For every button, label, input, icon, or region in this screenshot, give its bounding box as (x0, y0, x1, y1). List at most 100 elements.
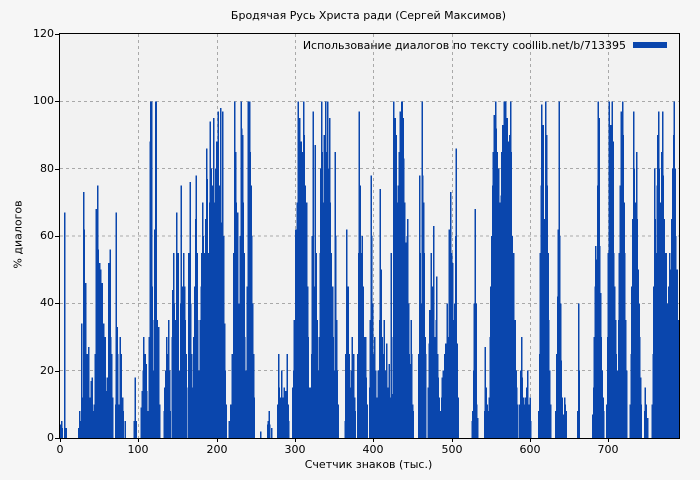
bar (89, 397, 91, 438)
bar (632, 219, 634, 438)
bar (625, 370, 628, 438)
bar (349, 404, 352, 438)
bar (555, 411, 557, 438)
bar (362, 286, 364, 438)
y-tick-label: 80 (40, 162, 54, 175)
bar (324, 185, 326, 438)
bar (606, 404, 608, 438)
bar (475, 303, 477, 438)
bar (671, 168, 674, 438)
bar (86, 353, 89, 438)
bar (327, 101, 329, 438)
bar (124, 421, 126, 438)
bar (233, 252, 235, 438)
bar (359, 185, 361, 438)
bar (375, 397, 378, 438)
bar (620, 111, 622, 438)
bar (283, 387, 285, 438)
bar (565, 411, 567, 438)
bar (494, 101, 497, 438)
bar (293, 320, 296, 438)
bar (207, 252, 209, 438)
bar (201, 202, 204, 438)
bar (371, 236, 373, 438)
bar (422, 202, 425, 438)
y-tick-label: 0 (47, 431, 54, 444)
bar (121, 397, 124, 438)
bar (309, 387, 312, 438)
bar (234, 151, 237, 438)
chart-title: Бродячая Русь Христа ради (Сергей Максим… (230, 9, 507, 22)
bar (630, 353, 632, 438)
bar (268, 411, 270, 438)
bar (632, 111, 635, 438)
bar (411, 404, 414, 438)
bar (135, 421, 137, 438)
bar (631, 286, 633, 438)
bar (174, 353, 176, 438)
bar (661, 151, 663, 438)
bar (404, 242, 407, 438)
x-tick-mark (373, 438, 374, 442)
bar (175, 320, 177, 438)
bar (141, 390, 144, 438)
bar (374, 337, 376, 438)
bar (500, 195, 502, 438)
bar (505, 101, 507, 438)
bar (168, 320, 170, 438)
bar (203, 303, 205, 438)
bar (224, 370, 227, 438)
bar (429, 310, 431, 438)
bar (304, 185, 306, 438)
bar (156, 320, 158, 438)
bar (122, 411, 125, 438)
bar (107, 411, 109, 438)
bar (133, 421, 136, 438)
bar (393, 101, 395, 438)
bar (664, 252, 666, 438)
bar (326, 219, 328, 438)
bar (169, 411, 172, 438)
bar (98, 387, 100, 438)
bar (195, 175, 198, 438)
bar (547, 252, 549, 438)
bar (79, 421, 82, 438)
bar (487, 411, 489, 438)
bar (664, 286, 667, 438)
bar (488, 397, 491, 438)
x-tick-label: 700 (597, 443, 619, 456)
bar (643, 411, 646, 438)
bar (201, 252, 203, 438)
bar (543, 219, 545, 438)
bar (436, 276, 438, 438)
bar (408, 353, 411, 438)
bar (471, 421, 473, 438)
bar (447, 337, 449, 438)
bar (524, 397, 527, 438)
bar (312, 111, 314, 438)
bar (143, 337, 145, 438)
bar (249, 151, 252, 438)
bar (373, 387, 375, 438)
bar (592, 414, 594, 438)
bar (530, 421, 532, 438)
bar (548, 320, 550, 438)
bar (501, 151, 503, 438)
bar (390, 252, 393, 438)
bar (451, 262, 454, 438)
bar (121, 397, 123, 438)
bar (119, 337, 122, 438)
bar (406, 236, 408, 438)
bar (544, 252, 546, 438)
bar (512, 252, 515, 438)
bar (297, 101, 299, 438)
bar (545, 135, 548, 438)
x-tick-label: 0 (56, 443, 64, 456)
bar (398, 151, 401, 438)
bar (424, 337, 426, 438)
bar (449, 286, 451, 438)
bar (320, 101, 323, 438)
bar (218, 185, 220, 438)
bar (154, 101, 157, 438)
bar (606, 337, 609, 438)
